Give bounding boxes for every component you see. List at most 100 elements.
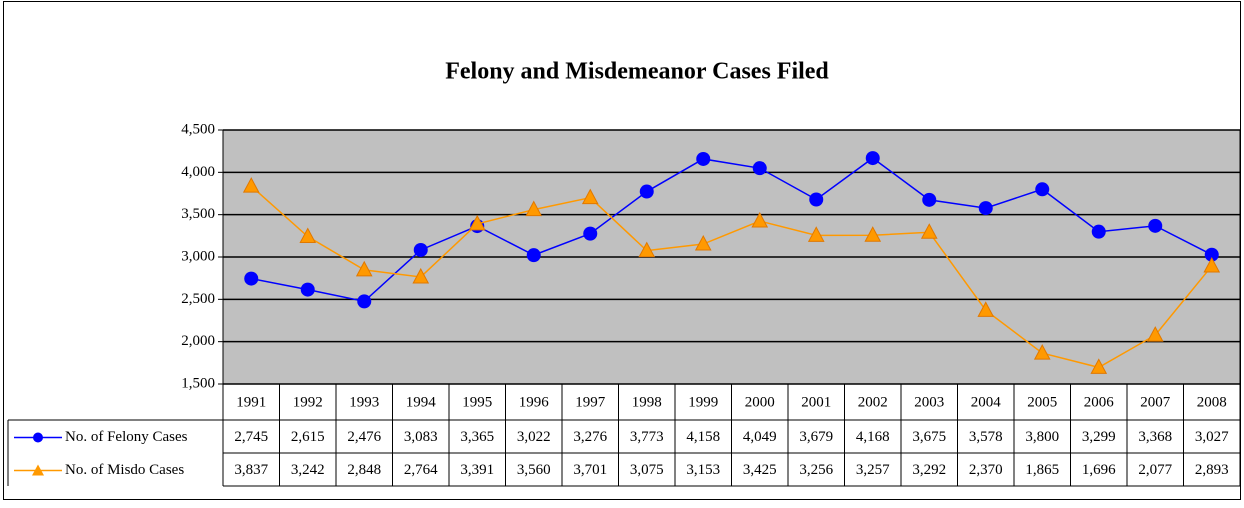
marker bbox=[355, 260, 373, 277]
marker bbox=[1090, 358, 1108, 374]
x-tick-label: 1997 bbox=[575, 394, 606, 410]
chart-title: Felony and Misdemeanor Cases Filed bbox=[445, 59, 829, 85]
y-tick-label: 4,500 bbox=[181, 121, 215, 137]
x-tick-label: 2003 bbox=[914, 394, 944, 410]
table-value: 3,242 bbox=[291, 462, 325, 478]
marker bbox=[920, 223, 938, 239]
x-tick-label: 2001 bbox=[801, 394, 831, 410]
table-value: 3,560 bbox=[517, 462, 551, 478]
table-value: 2,893 bbox=[1195, 462, 1229, 478]
marker bbox=[242, 177, 260, 193]
legend-marker bbox=[33, 432, 43, 443]
marker bbox=[864, 226, 882, 242]
x-tick-label: 1991 bbox=[236, 394, 266, 410]
y-tick-label: 4,000 bbox=[181, 164, 215, 180]
marker bbox=[807, 226, 825, 242]
marker bbox=[412, 267, 430, 284]
marker bbox=[1148, 218, 1163, 233]
table-value: 2,615 bbox=[291, 429, 325, 445]
y-tick-label: 2,000 bbox=[181, 333, 215, 349]
marker bbox=[526, 248, 541, 263]
marker bbox=[809, 192, 824, 207]
x-tick-label: 2007 bbox=[1140, 394, 1171, 410]
marker bbox=[1203, 257, 1221, 273]
marker bbox=[865, 151, 880, 166]
marker bbox=[752, 161, 767, 176]
legend-marker bbox=[32, 464, 44, 476]
table-value: 3,027 bbox=[1195, 429, 1229, 445]
x-tick-label: 2005 bbox=[1027, 394, 1057, 410]
marker bbox=[977, 301, 995, 317]
marker bbox=[357, 294, 372, 309]
table-value: 3,365 bbox=[460, 429, 494, 445]
table-value: 3,153 bbox=[686, 462, 720, 478]
x-tick-label: 2000 bbox=[745, 394, 775, 410]
table-value: 4,049 bbox=[743, 429, 777, 445]
table-value: 2,077 bbox=[1138, 462, 1172, 478]
marker bbox=[468, 214, 486, 231]
marker bbox=[978, 201, 993, 216]
table-value: 3,578 bbox=[969, 429, 1003, 445]
table-value: 2,745 bbox=[234, 429, 268, 445]
table-value: 3,679 bbox=[799, 429, 833, 445]
table-value: 3,083 bbox=[404, 429, 438, 445]
legend-label: No. of Misdo Cases bbox=[65, 462, 184, 478]
table-value: 2,476 bbox=[347, 429, 381, 445]
table-value: 3,675 bbox=[912, 429, 946, 445]
marker bbox=[922, 192, 937, 207]
series-line bbox=[250, 185, 1213, 369]
marker bbox=[413, 242, 428, 257]
marker bbox=[1035, 182, 1050, 197]
table-value: 1,696 bbox=[1082, 462, 1116, 478]
x-tick-label: 2002 bbox=[858, 394, 888, 410]
table-value: 3,368 bbox=[1138, 429, 1172, 445]
table-value: 2,370 bbox=[969, 462, 1003, 478]
table-value: 1,865 bbox=[1025, 462, 1059, 478]
marker bbox=[638, 241, 656, 258]
marker bbox=[581, 188, 599, 205]
table-value: 3,701 bbox=[573, 462, 607, 478]
marker bbox=[299, 227, 317, 244]
table-value: 3,257 bbox=[856, 462, 890, 478]
marker bbox=[300, 282, 315, 297]
table-value: 3,391 bbox=[460, 462, 494, 478]
x-tick-label: 2006 bbox=[1084, 394, 1115, 410]
marker bbox=[1146, 326, 1164, 342]
table-value: 2,848 bbox=[347, 462, 381, 478]
marker bbox=[1204, 247, 1219, 262]
marker bbox=[696, 151, 711, 166]
marker bbox=[639, 184, 654, 199]
x-tick-label: 1992 bbox=[293, 394, 323, 410]
x-tick-label: 1999 bbox=[688, 394, 718, 410]
y-tick-label: 2,500 bbox=[181, 291, 215, 307]
marker bbox=[244, 271, 259, 286]
y-tick-label: 1,500 bbox=[181, 375, 215, 391]
table-value: 2,764 bbox=[404, 462, 438, 478]
x-tick-label: 1998 bbox=[632, 394, 662, 410]
table-value: 3,292 bbox=[912, 462, 946, 478]
y-tick-label: 3,500 bbox=[181, 206, 215, 222]
marker bbox=[525, 200, 543, 217]
table-value: 3,022 bbox=[517, 429, 551, 445]
legend-label: No. of Felony Cases bbox=[65, 429, 188, 445]
marker bbox=[583, 226, 598, 241]
marker bbox=[694, 234, 712, 251]
table-value: 3,256 bbox=[799, 462, 833, 478]
table-value: 3,425 bbox=[743, 462, 777, 478]
x-tick-label: 2008 bbox=[1197, 394, 1227, 410]
table-value: 3,800 bbox=[1025, 429, 1059, 445]
marker bbox=[751, 211, 769, 228]
x-tick-label: 1993 bbox=[349, 394, 379, 410]
table-value: 4,158 bbox=[686, 429, 720, 445]
table-value: 3,837 bbox=[234, 462, 268, 478]
y-tick-label: 3,000 bbox=[181, 248, 215, 264]
table-value: 3,276 bbox=[573, 429, 607, 445]
marker bbox=[1091, 224, 1106, 239]
table-value: 3,075 bbox=[630, 462, 664, 478]
table-value: 3,299 bbox=[1082, 429, 1116, 445]
table-value: 4,168 bbox=[856, 429, 890, 445]
series-line bbox=[251, 157, 1213, 303]
x-tick-label: 1996 bbox=[519, 394, 550, 410]
x-tick-label: 2004 bbox=[971, 394, 1002, 410]
